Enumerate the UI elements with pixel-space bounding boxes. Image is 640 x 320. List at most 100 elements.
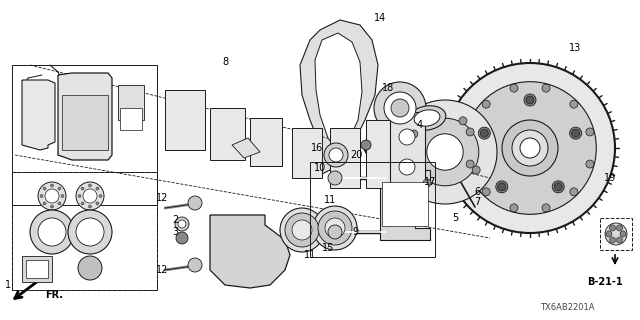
Text: 13: 13 bbox=[569, 43, 581, 53]
Ellipse shape bbox=[414, 110, 440, 126]
Circle shape bbox=[328, 225, 342, 239]
Bar bbox=[120, 108, 142, 130]
Circle shape bbox=[423, 179, 431, 187]
Polygon shape bbox=[232, 138, 260, 158]
Circle shape bbox=[496, 181, 508, 193]
Bar bbox=[292, 128, 322, 178]
Circle shape bbox=[570, 188, 578, 196]
Circle shape bbox=[609, 225, 616, 231]
Circle shape bbox=[482, 100, 490, 108]
Bar bbox=[250, 118, 282, 166]
Circle shape bbox=[96, 187, 99, 190]
Circle shape bbox=[510, 204, 518, 212]
Bar bbox=[12, 172, 157, 290]
Circle shape bbox=[384, 92, 416, 124]
Text: 5: 5 bbox=[452, 213, 458, 223]
Circle shape bbox=[96, 202, 99, 205]
Circle shape bbox=[552, 181, 564, 193]
Circle shape bbox=[464, 82, 596, 214]
Circle shape bbox=[285, 213, 319, 247]
Circle shape bbox=[510, 84, 518, 92]
Text: FR.: FR. bbox=[45, 290, 63, 300]
Circle shape bbox=[466, 128, 474, 136]
Circle shape bbox=[586, 160, 594, 168]
Circle shape bbox=[40, 195, 43, 197]
Circle shape bbox=[393, 100, 497, 204]
Circle shape bbox=[328, 171, 342, 185]
Circle shape bbox=[482, 188, 490, 196]
Circle shape bbox=[526, 96, 534, 104]
Circle shape bbox=[176, 232, 188, 244]
Bar bbox=[26, 260, 48, 278]
Text: TX6AB2201A: TX6AB2201A bbox=[540, 303, 595, 313]
Text: 8: 8 bbox=[222, 57, 228, 67]
Circle shape bbox=[87, 112, 103, 128]
Circle shape bbox=[188, 258, 202, 272]
Text: 6: 6 bbox=[474, 187, 480, 197]
Bar bbox=[382, 182, 428, 226]
Text: 3: 3 bbox=[172, 227, 178, 237]
Circle shape bbox=[412, 118, 479, 186]
Circle shape bbox=[399, 129, 415, 145]
Circle shape bbox=[427, 134, 463, 170]
Circle shape bbox=[51, 184, 54, 187]
Circle shape bbox=[178, 220, 186, 228]
Circle shape bbox=[45, 189, 59, 203]
Circle shape bbox=[391, 99, 409, 117]
Bar bbox=[165, 90, 205, 150]
Circle shape bbox=[78, 195, 81, 197]
Circle shape bbox=[51, 205, 54, 208]
Circle shape bbox=[30, 210, 74, 254]
Bar bbox=[390, 112, 425, 190]
Bar bbox=[12, 65, 157, 205]
Text: 12: 12 bbox=[156, 265, 168, 275]
PathPatch shape bbox=[315, 33, 362, 150]
Circle shape bbox=[520, 138, 540, 158]
Text: 10: 10 bbox=[314, 163, 326, 173]
Bar bbox=[210, 108, 245, 160]
Circle shape bbox=[318, 211, 352, 245]
Ellipse shape bbox=[408, 106, 446, 130]
Circle shape bbox=[570, 127, 582, 139]
Circle shape bbox=[76, 182, 104, 210]
Circle shape bbox=[481, 129, 488, 137]
Text: 15: 15 bbox=[322, 243, 334, 253]
Circle shape bbox=[38, 218, 66, 246]
Bar bbox=[310, 162, 435, 257]
Circle shape bbox=[81, 202, 84, 205]
Circle shape bbox=[329, 148, 343, 162]
Circle shape bbox=[58, 187, 61, 190]
Text: 11: 11 bbox=[324, 195, 336, 205]
Circle shape bbox=[61, 195, 64, 197]
Text: 16: 16 bbox=[311, 143, 323, 153]
Circle shape bbox=[188, 196, 202, 210]
Circle shape bbox=[43, 187, 46, 190]
Text: 17: 17 bbox=[424, 177, 436, 187]
Text: 20: 20 bbox=[350, 150, 362, 160]
Circle shape bbox=[43, 202, 46, 205]
Circle shape bbox=[38, 182, 66, 210]
Circle shape bbox=[609, 237, 616, 243]
Circle shape bbox=[606, 231, 612, 237]
Text: 1: 1 bbox=[5, 280, 11, 290]
Circle shape bbox=[616, 225, 623, 231]
Bar bbox=[12, 172, 157, 290]
Text: 11: 11 bbox=[304, 250, 316, 260]
Text: 2: 2 bbox=[172, 215, 178, 225]
Circle shape bbox=[570, 100, 578, 108]
Circle shape bbox=[620, 231, 626, 237]
Bar bbox=[330, 128, 360, 188]
Circle shape bbox=[466, 160, 474, 168]
Circle shape bbox=[76, 218, 104, 246]
Circle shape bbox=[361, 140, 371, 150]
PathPatch shape bbox=[58, 73, 112, 160]
Text: 14: 14 bbox=[374, 13, 386, 23]
Circle shape bbox=[280, 208, 324, 252]
Circle shape bbox=[88, 205, 92, 208]
Circle shape bbox=[472, 166, 480, 174]
Bar bbox=[22, 256, 52, 282]
Circle shape bbox=[175, 217, 189, 231]
Circle shape bbox=[72, 112, 88, 128]
Bar bbox=[366, 120, 396, 188]
Circle shape bbox=[410, 130, 418, 138]
